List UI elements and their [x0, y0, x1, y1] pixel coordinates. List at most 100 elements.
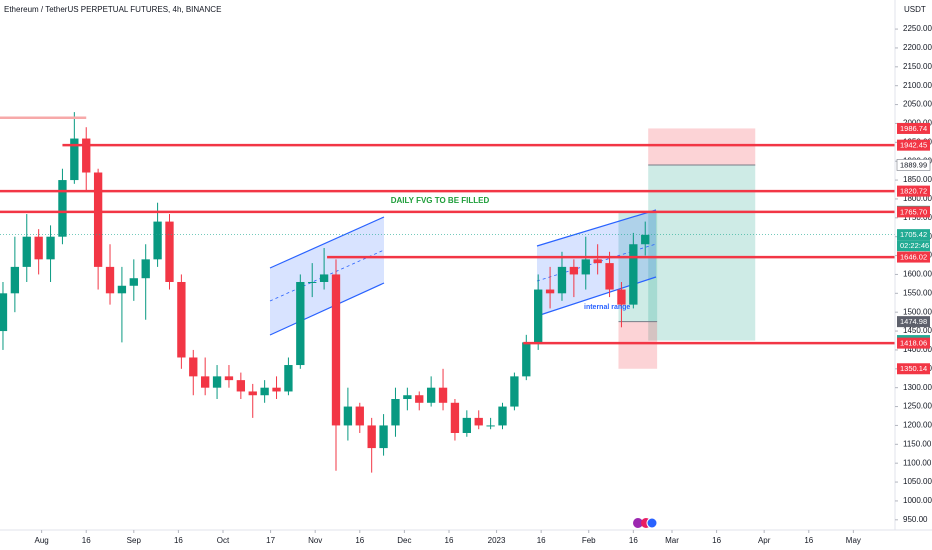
- x-tick-label: Oct: [217, 536, 230, 545]
- candle-body: [581, 259, 590, 275]
- candle-body: [248, 391, 257, 396]
- candle-body: [545, 289, 555, 294]
- candle-body: [415, 395, 424, 403]
- candle-body: [58, 180, 67, 237]
- y-tick-label: 2100.00: [903, 81, 932, 90]
- y-tick-label: 1200.00: [903, 421, 932, 430]
- y-tick-label: 1850.00: [903, 175, 932, 184]
- y-tick-label: 1550.00: [903, 288, 932, 297]
- candle-body: [284, 365, 293, 392]
- y-tick-label: 2200.00: [903, 43, 932, 52]
- price-tag: [897, 337, 930, 349]
- candle-body: [617, 289, 626, 305]
- price-tag-label: 1705.42: [900, 230, 927, 239]
- candle-body: [212, 376, 222, 388]
- y-tick-label: 1150.00: [903, 439, 932, 448]
- x-tick-label: 16: [537, 536, 546, 545]
- x-tick-label: Mar: [665, 536, 679, 545]
- y-tick-label: 1250.00: [903, 402, 932, 411]
- candle-body: [486, 425, 495, 427]
- stop-zone: [648, 128, 756, 165]
- y-tick-label: 1750.00: [903, 213, 932, 222]
- candle-body: [319, 274, 329, 282]
- candles-layer: [0, 112, 650, 473]
- y-tick-label: 1450.00: [903, 326, 932, 335]
- y-tick-label: 1100.00: [903, 458, 932, 467]
- countdown: 02:22:46: [900, 241, 929, 250]
- price-tag-label: 1889.99: [900, 160, 927, 169]
- price-tag: [897, 139, 930, 151]
- axis-unit: USDT: [904, 5, 926, 14]
- y-tick-label: 2150.00: [903, 62, 932, 71]
- annotation: DAILY FVG TO BE FILLED: [391, 196, 490, 205]
- candle-body: [70, 138, 79, 181]
- candle-body: [450, 402, 460, 433]
- candle-body: [510, 376, 519, 407]
- x-tick-label: 16: [804, 536, 813, 545]
- candle-body: [331, 274, 341, 426]
- y-tick-label: 1600.00: [903, 270, 932, 279]
- event-icon: [646, 517, 658, 529]
- candle-body: [34, 236, 43, 260]
- x-tick-label: May: [846, 536, 861, 545]
- price-tag-label: 1986.74: [900, 124, 927, 133]
- price-tag: [897, 206, 930, 218]
- levels-layer: [0, 116, 895, 345]
- candle-body: [379, 425, 388, 449]
- candle-body: [498, 406, 507, 426]
- candle-body: [260, 387, 269, 396]
- y-tick-label: 2250.00: [903, 24, 932, 33]
- x-tick-label: 16: [629, 536, 638, 545]
- price-tag-label: 1474.98: [900, 317, 927, 326]
- candle-body: [0, 293, 8, 332]
- candle-body: [593, 259, 602, 264]
- x-tick-label: Sep: [127, 536, 142, 545]
- candle-body: [522, 342, 531, 377]
- candle-body: [462, 417, 471, 433]
- candle-body: [201, 376, 210, 388]
- price-tag: [897, 251, 930, 263]
- x-tick-label: 2023: [488, 536, 506, 545]
- event-icon: [633, 518, 643, 528]
- price-tag-label: 1820.72: [900, 187, 927, 196]
- y-tick-label: 950.00: [903, 515, 928, 524]
- candle-body: [367, 425, 376, 449]
- x-tick-label: Aug: [35, 536, 49, 545]
- candle-body: [569, 266, 579, 275]
- chart-title: Ethereum / TetherUS PERPETUAL FUTURES, 4…: [4, 5, 221, 14]
- price-tag: [897, 363, 930, 375]
- candle-body: [557, 266, 567, 294]
- x-tick-label: 16: [355, 536, 364, 545]
- candle-body: [93, 172, 103, 267]
- y-tick-label: 1050.00: [903, 477, 932, 486]
- candle-body: [438, 387, 448, 403]
- candle-body: [629, 244, 638, 305]
- price-tag-label: 1765.70: [900, 207, 927, 216]
- candle-body: [105, 266, 115, 294]
- x-tick-label: 16: [174, 536, 183, 545]
- channel-edge: [269, 216, 385, 269]
- annotation: internal range: [584, 304, 630, 311]
- candle-body: [141, 259, 150, 279]
- x-tick-label: 17: [266, 536, 275, 545]
- candle-body: [343, 406, 353, 426]
- target-zone: [648, 164, 756, 341]
- candle-body: [117, 285, 127, 294]
- candle-body: [177, 281, 186, 358]
- x-tick-label: Dec: [397, 536, 411, 545]
- price-tag-label: 1418.06: [900, 339, 927, 348]
- y-tick-label: 1400.00: [903, 345, 932, 354]
- candle-body: [474, 417, 483, 426]
- price-tag-label: 1646.02: [900, 253, 927, 262]
- price-tag: [897, 185, 930, 197]
- price-tag: [897, 316, 930, 328]
- stop-zone: [618, 321, 658, 369]
- candle-body: [391, 399, 400, 426]
- candle-body: [308, 281, 317, 283]
- y-tick-label: 1300.00: [903, 383, 932, 392]
- price-tag-label: 1350.14: [900, 364, 927, 373]
- candle-body: [605, 263, 614, 290]
- x-tick-label: Nov: [308, 536, 322, 545]
- price-tag: [896, 159, 931, 171]
